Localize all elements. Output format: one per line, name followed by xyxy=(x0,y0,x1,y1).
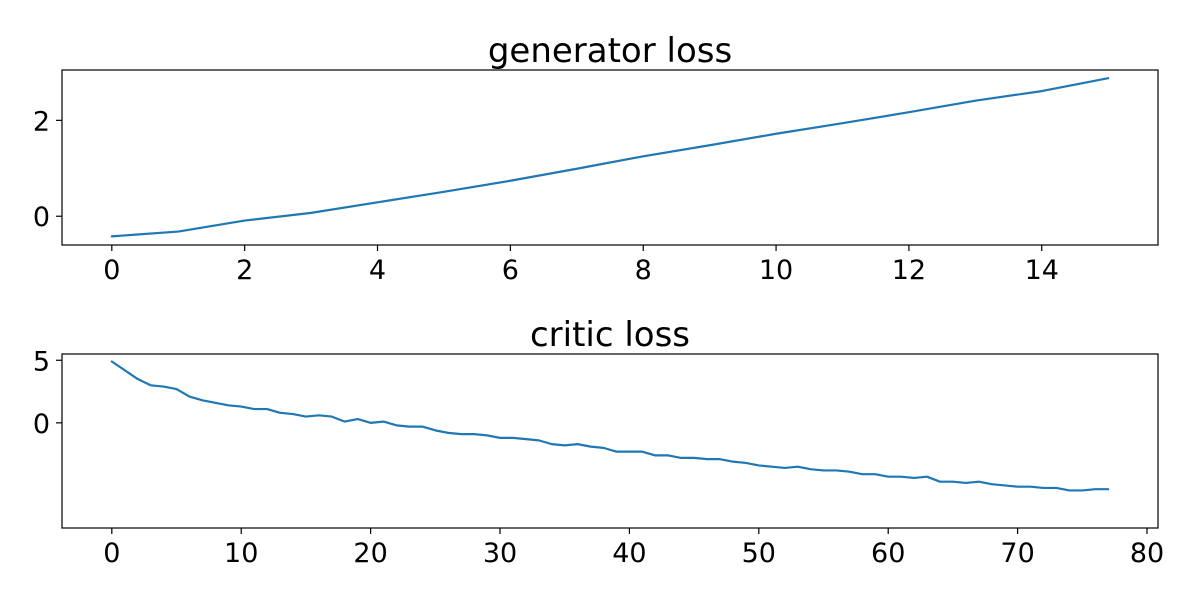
critic-loss-x-tick-label: 0 xyxy=(103,538,120,569)
critic-loss-y-tick-label: 0 xyxy=(33,409,50,440)
generator-loss-x-tick-label: 0 xyxy=(103,255,120,286)
generator-loss-x-tick-label: 10 xyxy=(759,255,793,286)
generator-loss-series-line xyxy=(110,77,1110,238)
generator-loss-title: generator loss xyxy=(488,31,732,71)
generator-loss-axes-frame xyxy=(61,69,1159,246)
critic-loss-x-tick-label: 10 xyxy=(224,538,258,569)
critic-loss-plot: 0 10 20 30 40 50 60 70 80 0 5 xyxy=(33,346,1164,569)
critic-loss-x-tick-label: 40 xyxy=(612,538,646,569)
critic-loss-y-tick-label: 5 xyxy=(33,346,50,377)
critic-loss-x-tick-label: 80 xyxy=(1130,538,1164,569)
critic-loss-panel: critic loss 0 10 20 30 40 50 60 70 80 0 5 xyxy=(33,315,1164,569)
generator-loss-x-tick-label: 6 xyxy=(502,255,519,286)
critic-loss-x-tick-label: 20 xyxy=(353,538,387,569)
critic-loss-x-tick-label: 60 xyxy=(871,538,905,569)
critic-loss-x-tick-label: 30 xyxy=(483,538,517,569)
critic-loss-series-line xyxy=(110,360,1110,492)
generator-loss-x-tick-label: 14 xyxy=(1025,255,1059,286)
generator-loss-y-tick-label: 0 xyxy=(33,202,50,233)
critic-loss-x-tick-label: 50 xyxy=(742,538,776,569)
generator-loss-plot: 0 2 4 6 8 10 12 14 0 2 xyxy=(33,69,1159,286)
generator-loss-x-tick-label: 4 xyxy=(369,255,386,286)
critic-loss-title: critic loss xyxy=(530,315,690,355)
generator-loss-x-tick-label: 2 xyxy=(236,255,253,286)
critic-loss-axes-frame xyxy=(61,353,1159,529)
generator-loss-panel: generator loss 0 2 4 6 8 10 12 14 0 2 xyxy=(33,31,1159,286)
generator-loss-x-tick-label: 8 xyxy=(635,255,652,286)
critic-loss-x-tick-label: 70 xyxy=(1000,538,1034,569)
generator-loss-y-tick-label: 2 xyxy=(33,106,50,137)
generator-loss-x-tick-label: 12 xyxy=(892,255,926,286)
